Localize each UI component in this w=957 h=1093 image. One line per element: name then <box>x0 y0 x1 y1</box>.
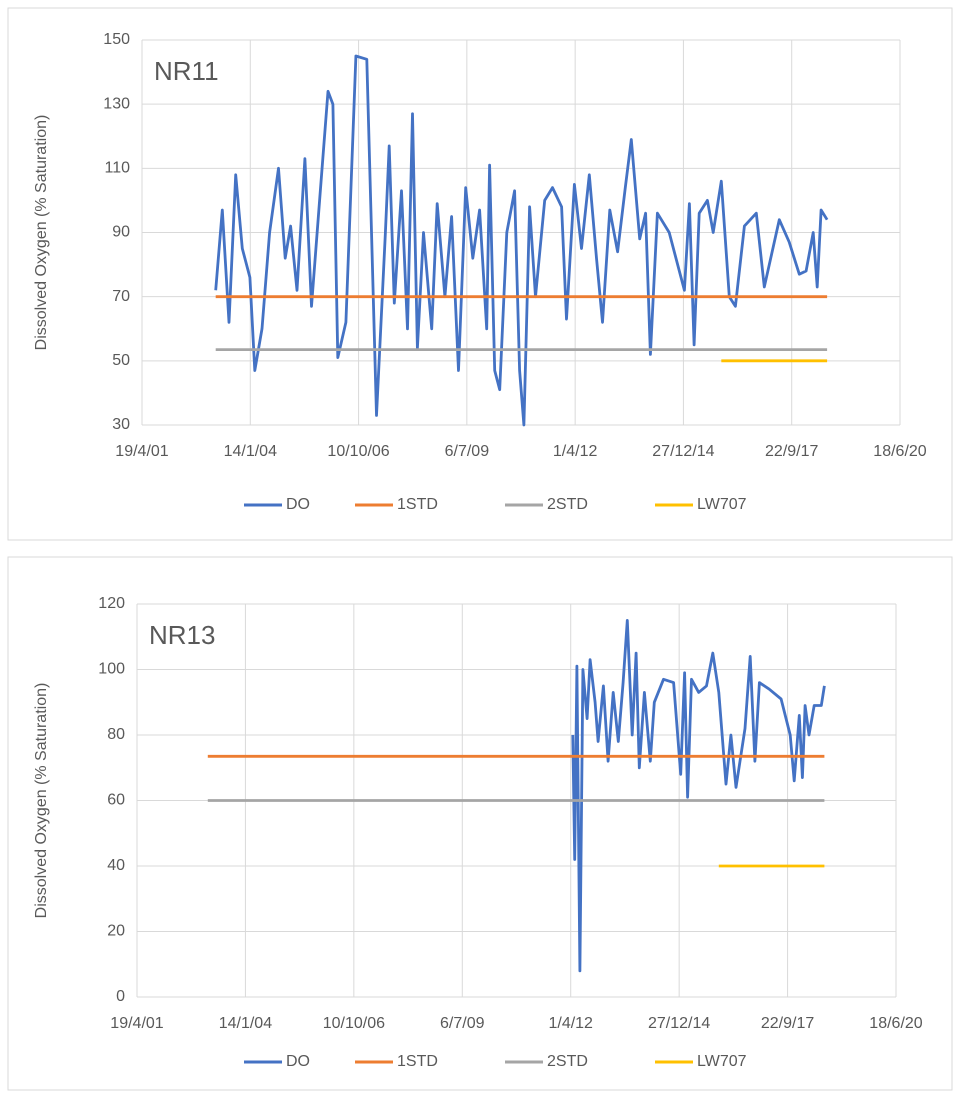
chart-frame <box>7 7 953 541</box>
legend-label: 2STD <box>547 496 588 513</box>
y-tick-label: 130 <box>103 95 130 112</box>
chart-frame <box>7 556 953 1091</box>
y-tick-label: 100 <box>98 661 125 678</box>
x-tick-label: 6/7/09 <box>440 1015 485 1032</box>
legend-label: DO <box>286 1053 310 1070</box>
x-tick-label: 1/4/12 <box>548 1015 593 1032</box>
legend-label: 1STD <box>397 1053 438 1070</box>
y-axis-label: Dissolved Oxygen (% Saturation) <box>33 115 50 351</box>
y-tick-label: 90 <box>112 224 130 241</box>
x-tick-label: 10/10/06 <box>327 443 389 460</box>
y-tick-label: 110 <box>104 160 130 177</box>
x-tick-label: 27/12/14 <box>652 443 714 460</box>
y-tick-label: 40 <box>107 857 125 874</box>
y-tick-label: 80 <box>107 726 125 743</box>
y-tick-label: 150 <box>103 31 130 48</box>
y-axis-label: Dissolved Oxygen (% Saturation) <box>33 683 50 919</box>
y-tick-label: 120 <box>98 595 125 612</box>
x-tick-label: 18/6/20 <box>873 443 926 460</box>
x-tick-label: 22/9/17 <box>765 443 818 460</box>
legend-label: DO <box>286 496 310 513</box>
legend-label: 2STD <box>547 1053 588 1070</box>
x-tick-label: 19/4/01 <box>110 1015 163 1032</box>
x-tick-label: 27/12/14 <box>648 1015 710 1032</box>
x-tick-label: 14/1/04 <box>224 443 277 460</box>
x-tick-label: 1/4/12 <box>553 443 598 460</box>
x-tick-label: 6/7/09 <box>445 443 490 460</box>
y-tick-label: 60 <box>107 792 125 809</box>
chart-title: NR11 <box>154 56 219 86</box>
y-tick-label: 50 <box>112 352 130 369</box>
x-tick-label: 19/4/01 <box>115 443 168 460</box>
chart-title: NR13 <box>149 620 215 650</box>
legend-label: LW707 <box>697 1053 747 1070</box>
legend-label: LW707 <box>697 496 747 513</box>
y-tick-label: 70 <box>112 288 130 305</box>
x-tick-label: 14/1/04 <box>219 1015 272 1032</box>
legend-label: 1STD <box>397 496 438 513</box>
x-tick-label: 18/6/20 <box>869 1015 922 1032</box>
y-tick-label: 30 <box>112 416 130 433</box>
data-line <box>214 54 829 427</box>
y-tick-label: 20 <box>107 923 125 940</box>
x-tick-label: 10/10/06 <box>323 1015 385 1032</box>
y-tick-label: 0 <box>116 988 125 1005</box>
x-tick-label: 22/9/17 <box>761 1015 814 1032</box>
data-line <box>571 619 826 973</box>
